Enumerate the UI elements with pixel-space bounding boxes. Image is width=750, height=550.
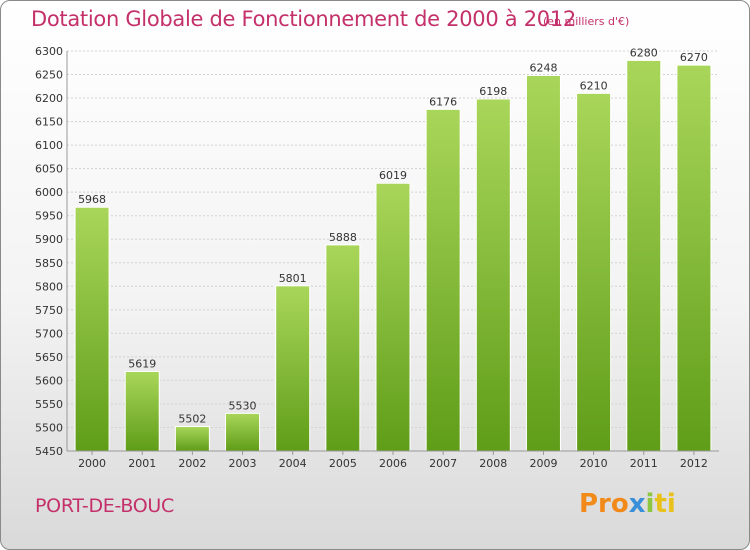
bar-value-label: 5530 bbox=[229, 399, 257, 412]
y-tick-label: 5650 bbox=[35, 351, 63, 364]
y-tick-label: 6000 bbox=[35, 186, 63, 199]
bar-value-label: 6280 bbox=[630, 46, 658, 59]
x-tick-label: 2012 bbox=[680, 457, 708, 470]
bar-value-label: 5801 bbox=[279, 272, 307, 285]
y-tick-label: 5850 bbox=[35, 257, 63, 270]
bar bbox=[525, 74, 561, 452]
y-tick-label: 5750 bbox=[35, 304, 63, 317]
bar bbox=[74, 206, 110, 452]
x-tick-label: 2008 bbox=[479, 457, 507, 470]
commune-name: PORT-DE-BOUC bbox=[35, 495, 174, 517]
axes: 5450 5500 5550 5600 5650 5700 5750 5800 5850 5900… bbox=[35, 45, 719, 470]
bar bbox=[325, 244, 361, 452]
bar bbox=[124, 370, 160, 452]
y-tick-label: 5600 bbox=[35, 374, 63, 387]
logo-part-1: Pro bbox=[579, 489, 629, 519]
bar bbox=[576, 92, 612, 452]
logo-part-2: x bbox=[628, 489, 646, 519]
y-tick-label: 6200 bbox=[35, 92, 63, 105]
y-tick-label: 6150 bbox=[35, 116, 63, 129]
y-tick-label: 5800 bbox=[35, 280, 63, 293]
logo-part-3: i bbox=[645, 489, 655, 519]
y-tick-label: 6250 bbox=[35, 69, 63, 82]
y-tick-label: 6300 bbox=[35, 45, 63, 58]
y-tick-label: 5950 bbox=[35, 210, 63, 223]
logo-part-4: ti bbox=[654, 489, 676, 519]
bar-value-label: 6198 bbox=[479, 85, 507, 98]
y-tick-label: 5900 bbox=[35, 233, 63, 246]
y-tick-label: 5450 bbox=[35, 445, 63, 458]
x-tick-label: 2007 bbox=[429, 457, 457, 470]
bar-value-label: 5619 bbox=[128, 357, 156, 370]
x-tick-label: 2001 bbox=[128, 457, 156, 470]
bar bbox=[626, 59, 662, 452]
x-tick-label: 2006 bbox=[379, 457, 407, 470]
bar bbox=[225, 412, 261, 452]
x-tick-label: 2011 bbox=[630, 457, 658, 470]
y-tick-label: 6050 bbox=[35, 163, 63, 176]
x-tick-label: 2004 bbox=[279, 457, 307, 470]
bar-value-label: 5968 bbox=[78, 193, 106, 206]
bar-value-label: 6270 bbox=[680, 51, 708, 64]
x-tick-label: 2000 bbox=[78, 457, 106, 470]
bar bbox=[174, 426, 210, 452]
y-tick-label: 6100 bbox=[35, 139, 63, 152]
y-tick-label: 5500 bbox=[35, 421, 63, 434]
x-tick-label: 2009 bbox=[529, 457, 557, 470]
bar-value-label: 6019 bbox=[379, 169, 407, 182]
bar bbox=[475, 98, 511, 452]
bar-value-label: 6248 bbox=[529, 61, 557, 74]
x-tick-label: 2005 bbox=[329, 457, 357, 470]
bar bbox=[425, 108, 461, 452]
bar-value-label: 6176 bbox=[429, 95, 457, 108]
bar-value-label: 5502 bbox=[178, 413, 206, 426]
chart-title: Dotation Globale de Fonctionnement de 20… bbox=[31, 7, 576, 31]
bar bbox=[676, 64, 712, 452]
chart-unit: (en milliers d'€) bbox=[543, 15, 630, 28]
bar-value-label: 6210 bbox=[580, 79, 608, 92]
bars: 5968 5619 5502 5530 5801 5888 6019 6176 6198 6248… bbox=[74, 46, 712, 452]
bar bbox=[275, 285, 311, 452]
x-tick-label: 2003 bbox=[229, 457, 257, 470]
y-tick-label: 5700 bbox=[35, 327, 63, 340]
x-tick-label: 2010 bbox=[580, 457, 608, 470]
bar-value-label: 5888 bbox=[329, 231, 357, 244]
y-tick-label: 5550 bbox=[35, 398, 63, 411]
x-tick-label: 2002 bbox=[178, 457, 206, 470]
proxiti-logo: Proxiti bbox=[579, 489, 676, 519]
bar bbox=[375, 182, 411, 452]
